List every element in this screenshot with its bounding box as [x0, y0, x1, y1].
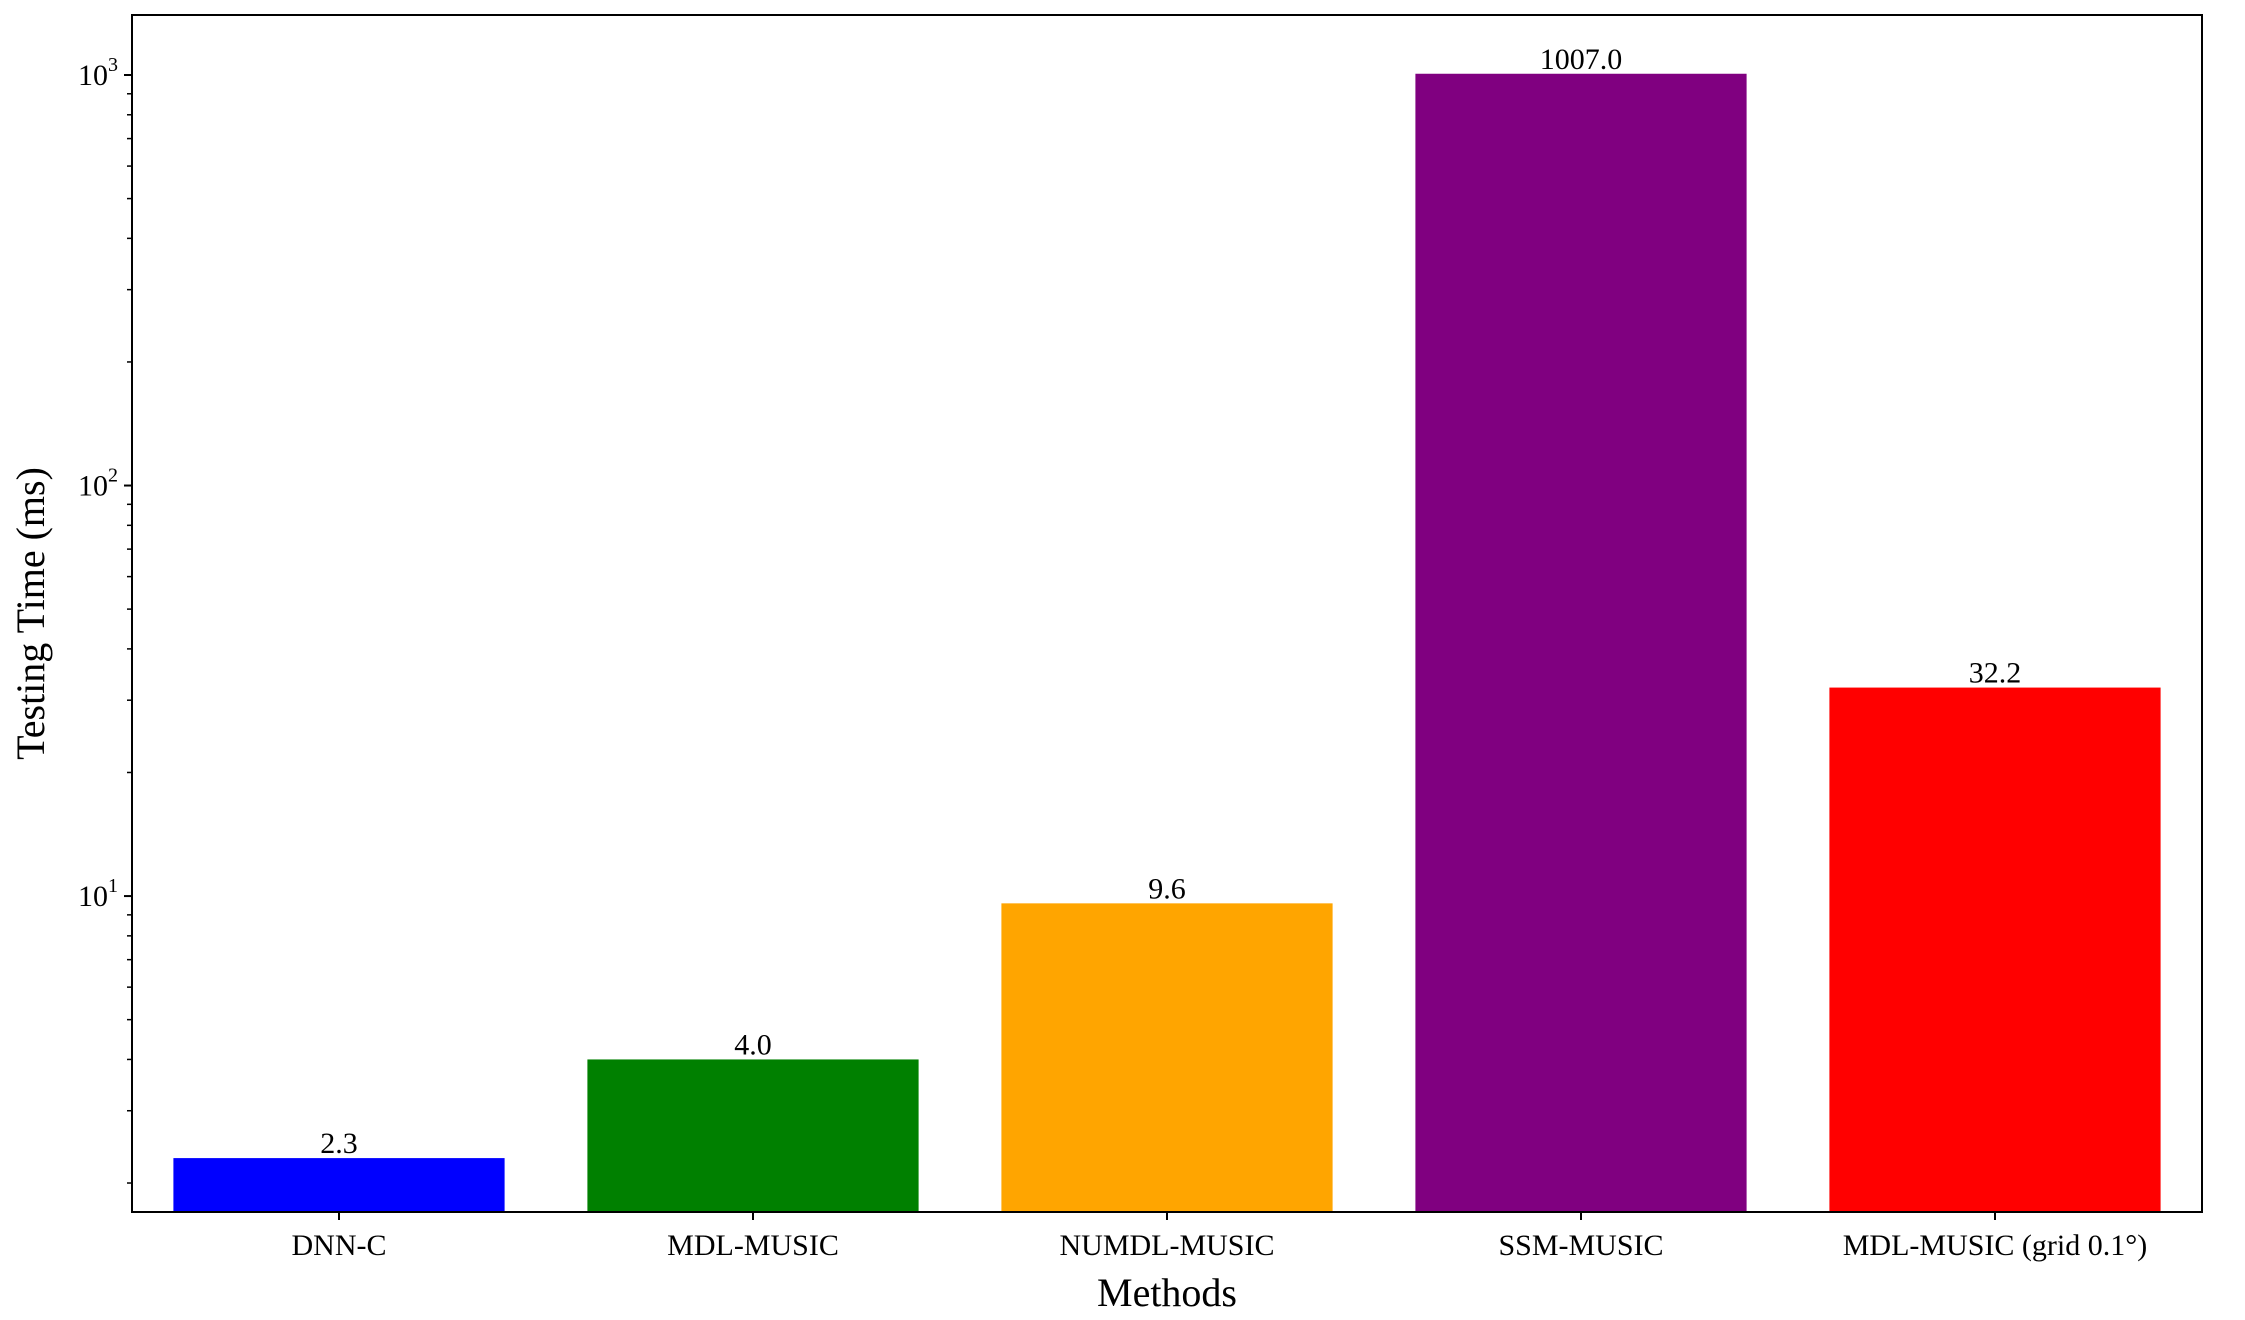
y-tick-label: 103	[78, 54, 118, 92]
bar-value-label: 32.2	[1969, 657, 2022, 690]
bar	[587, 1059, 919, 1212]
bar-value-label: 2.3	[320, 1127, 358, 1160]
bar	[1415, 73, 1747, 1212]
x-axis-ticks: DNN-C MDL-MUSIC NUMDL-MUSIC SSM-MUSIC MDL-MU…	[292, 1212, 2147, 1262]
bar-value-label: 4.0	[734, 1028, 772, 1061]
x-tick-label: SSM-MUSIC	[1498, 1229, 1663, 1262]
y-tick-label: 102	[78, 465, 118, 503]
y-axis-ticks: 101 102 103	[78, 54, 132, 1184]
bars-group	[173, 73, 2161, 1212]
bar	[173, 1158, 505, 1212]
y-axis-title: Testing Time (ms)	[8, 467, 53, 760]
x-tick-label: MDL-MUSIC (grid 0.1°)	[1843, 1229, 2147, 1262]
bar-value-label: 9.6	[1148, 872, 1186, 905]
y-tick-label: 101	[78, 875, 118, 913]
x-tick-label: DNN-C	[292, 1229, 387, 1262]
bar	[1829, 687, 2161, 1212]
x-axis-title: Methods	[1097, 1270, 1237, 1315]
value-labels-group: 2.3 4.0 9.6 1007.0 32.2	[320, 43, 2021, 1160]
bar	[1001, 903, 1333, 1212]
plot-area-frame	[131, 14, 2203, 1213]
x-tick-label: MDL-MUSIC	[667, 1229, 839, 1262]
bar-value-label: 1007.0	[1540, 43, 1623, 76]
x-tick-label: NUMDL-MUSIC	[1059, 1229, 1274, 1262]
